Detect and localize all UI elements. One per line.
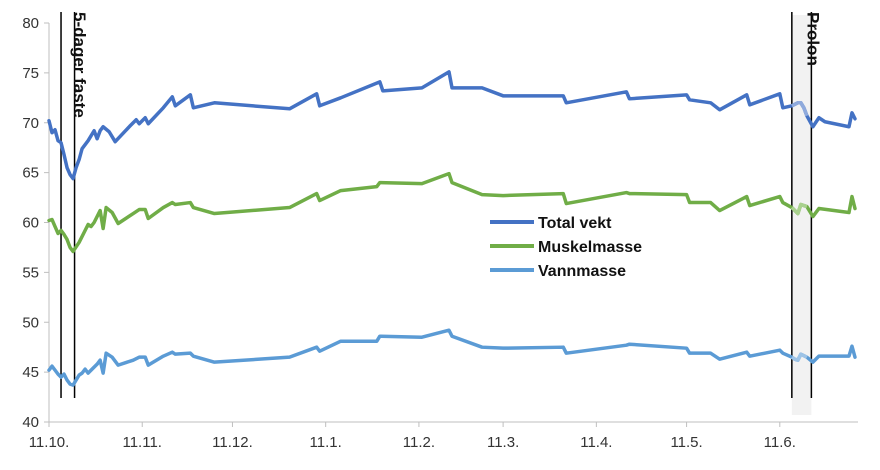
- series-vannmasse: [47, 328, 857, 387]
- series-layer: [47, 70, 857, 387]
- y-tick-label: 70: [22, 115, 39, 132]
- y-tick-label: 80: [22, 15, 39, 32]
- legend-label: Vannmasse: [538, 263, 626, 280]
- annotation-label: Prolon: [804, 12, 823, 66]
- series-total-vekt: [47, 70, 857, 181]
- y-tick-label: 55: [22, 264, 39, 281]
- y-tick-label: 75: [22, 65, 39, 82]
- x-tick-label: 11.1.: [310, 434, 342, 451]
- annotation-label: 5-dager faste: [70, 12, 89, 118]
- legend-label: Muskelmasse: [538, 239, 642, 256]
- x-tick-label: 11.3.: [487, 434, 519, 451]
- series-line: [47, 171, 857, 254]
- series-line: [47, 328, 857, 387]
- axes: 40 45 50 55 60 65 70 75 80 11.10. 11.11. 11.12. 11.1…: [22, 15, 858, 451]
- series-highlight: [790, 352, 808, 362]
- legend: Total vekt Muskelmasse Vannmasse: [490, 215, 642, 280]
- series-line: [47, 70, 857, 181]
- x-tick-label: 11.2.: [403, 434, 435, 451]
- x-tick-label: 11.12.: [212, 434, 253, 451]
- series-highlight: [790, 202, 808, 216]
- y-tick-label: 65: [22, 165, 39, 182]
- x-tick-label: 11.6.: [764, 434, 796, 451]
- y-tick-label: 45: [22, 364, 39, 381]
- y-tick-label: 60: [22, 215, 39, 232]
- legend-label: Total vekt: [538, 215, 612, 232]
- y-tick-label: 50: [22, 314, 39, 331]
- x-tick-label: 11.10.: [29, 434, 70, 451]
- series-muskelmasse: [47, 171, 857, 254]
- x-tick-label: 11.5.: [670, 434, 702, 451]
- y-tick-label: 40: [22, 414, 39, 431]
- x-tick-label: 11.11.: [122, 434, 161, 451]
- x-tick-label: 11.4.: [580, 434, 612, 451]
- series-highlight: [791, 101, 809, 117]
